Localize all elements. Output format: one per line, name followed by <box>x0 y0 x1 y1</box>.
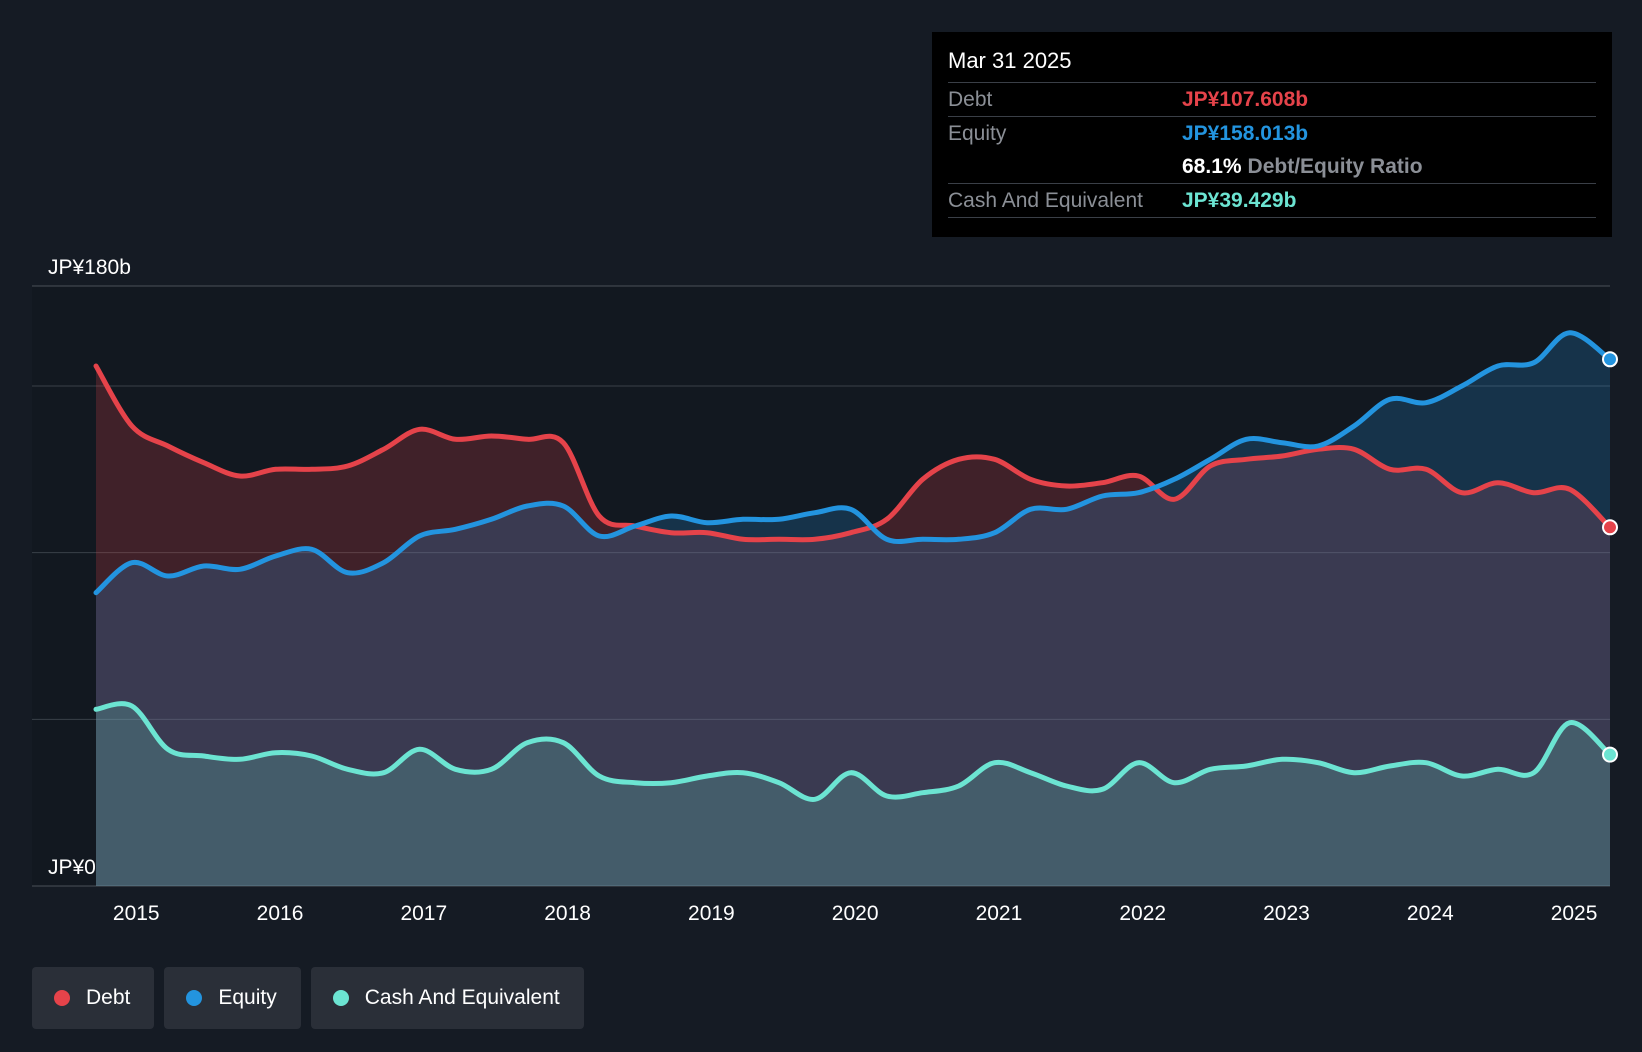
debt-area <box>96 366 1610 886</box>
x-tick-label-2017: 2017 <box>400 902 447 925</box>
tooltip-equity-label: Equity <box>948 121 1007 145</box>
debt-line <box>93 363 1613 543</box>
data-tooltip: Mar 31 2025 Debt JP¥107.608b Equity JP¥1… <box>932 32 1612 237</box>
series-endpoints <box>1602 351 1618 763</box>
debt-endpoint-marker <box>1602 519 1618 536</box>
tooltip-equity-row: Equity JP¥158.013b <box>948 116 1596 150</box>
x-tick-label-2020: 2020 <box>832 902 879 925</box>
x-tick-label-2019: 2019 <box>688 902 735 925</box>
legend-debt-label: Debt <box>86 986 131 1009</box>
legend-item-cash[interactable]: Cash And Equivalent <box>310 967 584 1029</box>
x-tick-label-2024: 2024 <box>1407 902 1454 925</box>
tooltip-debt-label: Debt <box>948 87 993 111</box>
cash-endpoint-marker <box>1602 746 1618 763</box>
x-tick-label-2021: 2021 <box>976 902 1023 925</box>
cash-dot-icon <box>332 990 349 1006</box>
legend-cash-label: Cash And Equivalent <box>364 986 560 1009</box>
legend-item-debt[interactable]: Debt <box>32 967 155 1029</box>
y-tick-label-4: JP¥180b <box>48 256 131 279</box>
equity-dot-icon <box>186 990 203 1006</box>
equity-area <box>96 332 1610 887</box>
equity-endpoint-marker <box>1602 351 1618 368</box>
equity-line <box>93 330 1613 596</box>
x-axis-labels: 2015 2016 2017 2018 2019 2020 2021 2022 2023 2024… <box>113 902 1598 925</box>
tooltip-ratio-value: 68.1% <box>1182 154 1242 178</box>
series-areas <box>96 332 1610 887</box>
cash-area <box>96 703 1610 886</box>
x-tick-label-2016: 2016 <box>257 902 304 925</box>
x-tick-label-2023: 2023 <box>1263 902 1310 925</box>
x-tick-label-2025: 2025 <box>1551 902 1598 925</box>
tooltip-cash-label: Cash And Equivalent <box>948 188 1143 212</box>
legend-equity-label: Equity <box>218 986 277 1009</box>
tooltip-equity-value: JP¥158.013b <box>1182 121 1309 145</box>
tooltip-ratio-label: Debt/Equity Ratio <box>1247 154 1423 178</box>
cash-line <box>93 701 1613 802</box>
tooltip-ratio-row: 68.1% Debt/Equity Ratio <box>948 150 1596 183</box>
tooltip-cash-row: Cash And Equivalent JP¥39.429b <box>948 183 1596 218</box>
tooltip-date: Mar 31 2025 <box>948 48 1072 73</box>
x-tick-label-2022: 2022 <box>1119 902 1166 925</box>
debt-dot-icon <box>54 990 70 1006</box>
y-axis-labels: JP¥0 JP¥180b <box>48 256 131 879</box>
x-tick-label-2018: 2018 <box>544 902 591 925</box>
series-lines <box>93 330 1613 802</box>
tooltip-cash-value: JP¥39.429b <box>1182 188 1297 212</box>
x-tick-label-2015: 2015 <box>113 902 160 925</box>
y-tick-label-0: JP¥0 <box>48 856 96 879</box>
tooltip-debt-value: JP¥107.608b <box>1182 87 1309 111</box>
legend-item-equity[interactable]: Equity <box>164 967 301 1029</box>
tooltip-debt-row: Debt JP¥107.608b <box>948 82 1596 116</box>
chart-legend: Debt Equity Cash And Equivalent <box>32 967 594 1029</box>
